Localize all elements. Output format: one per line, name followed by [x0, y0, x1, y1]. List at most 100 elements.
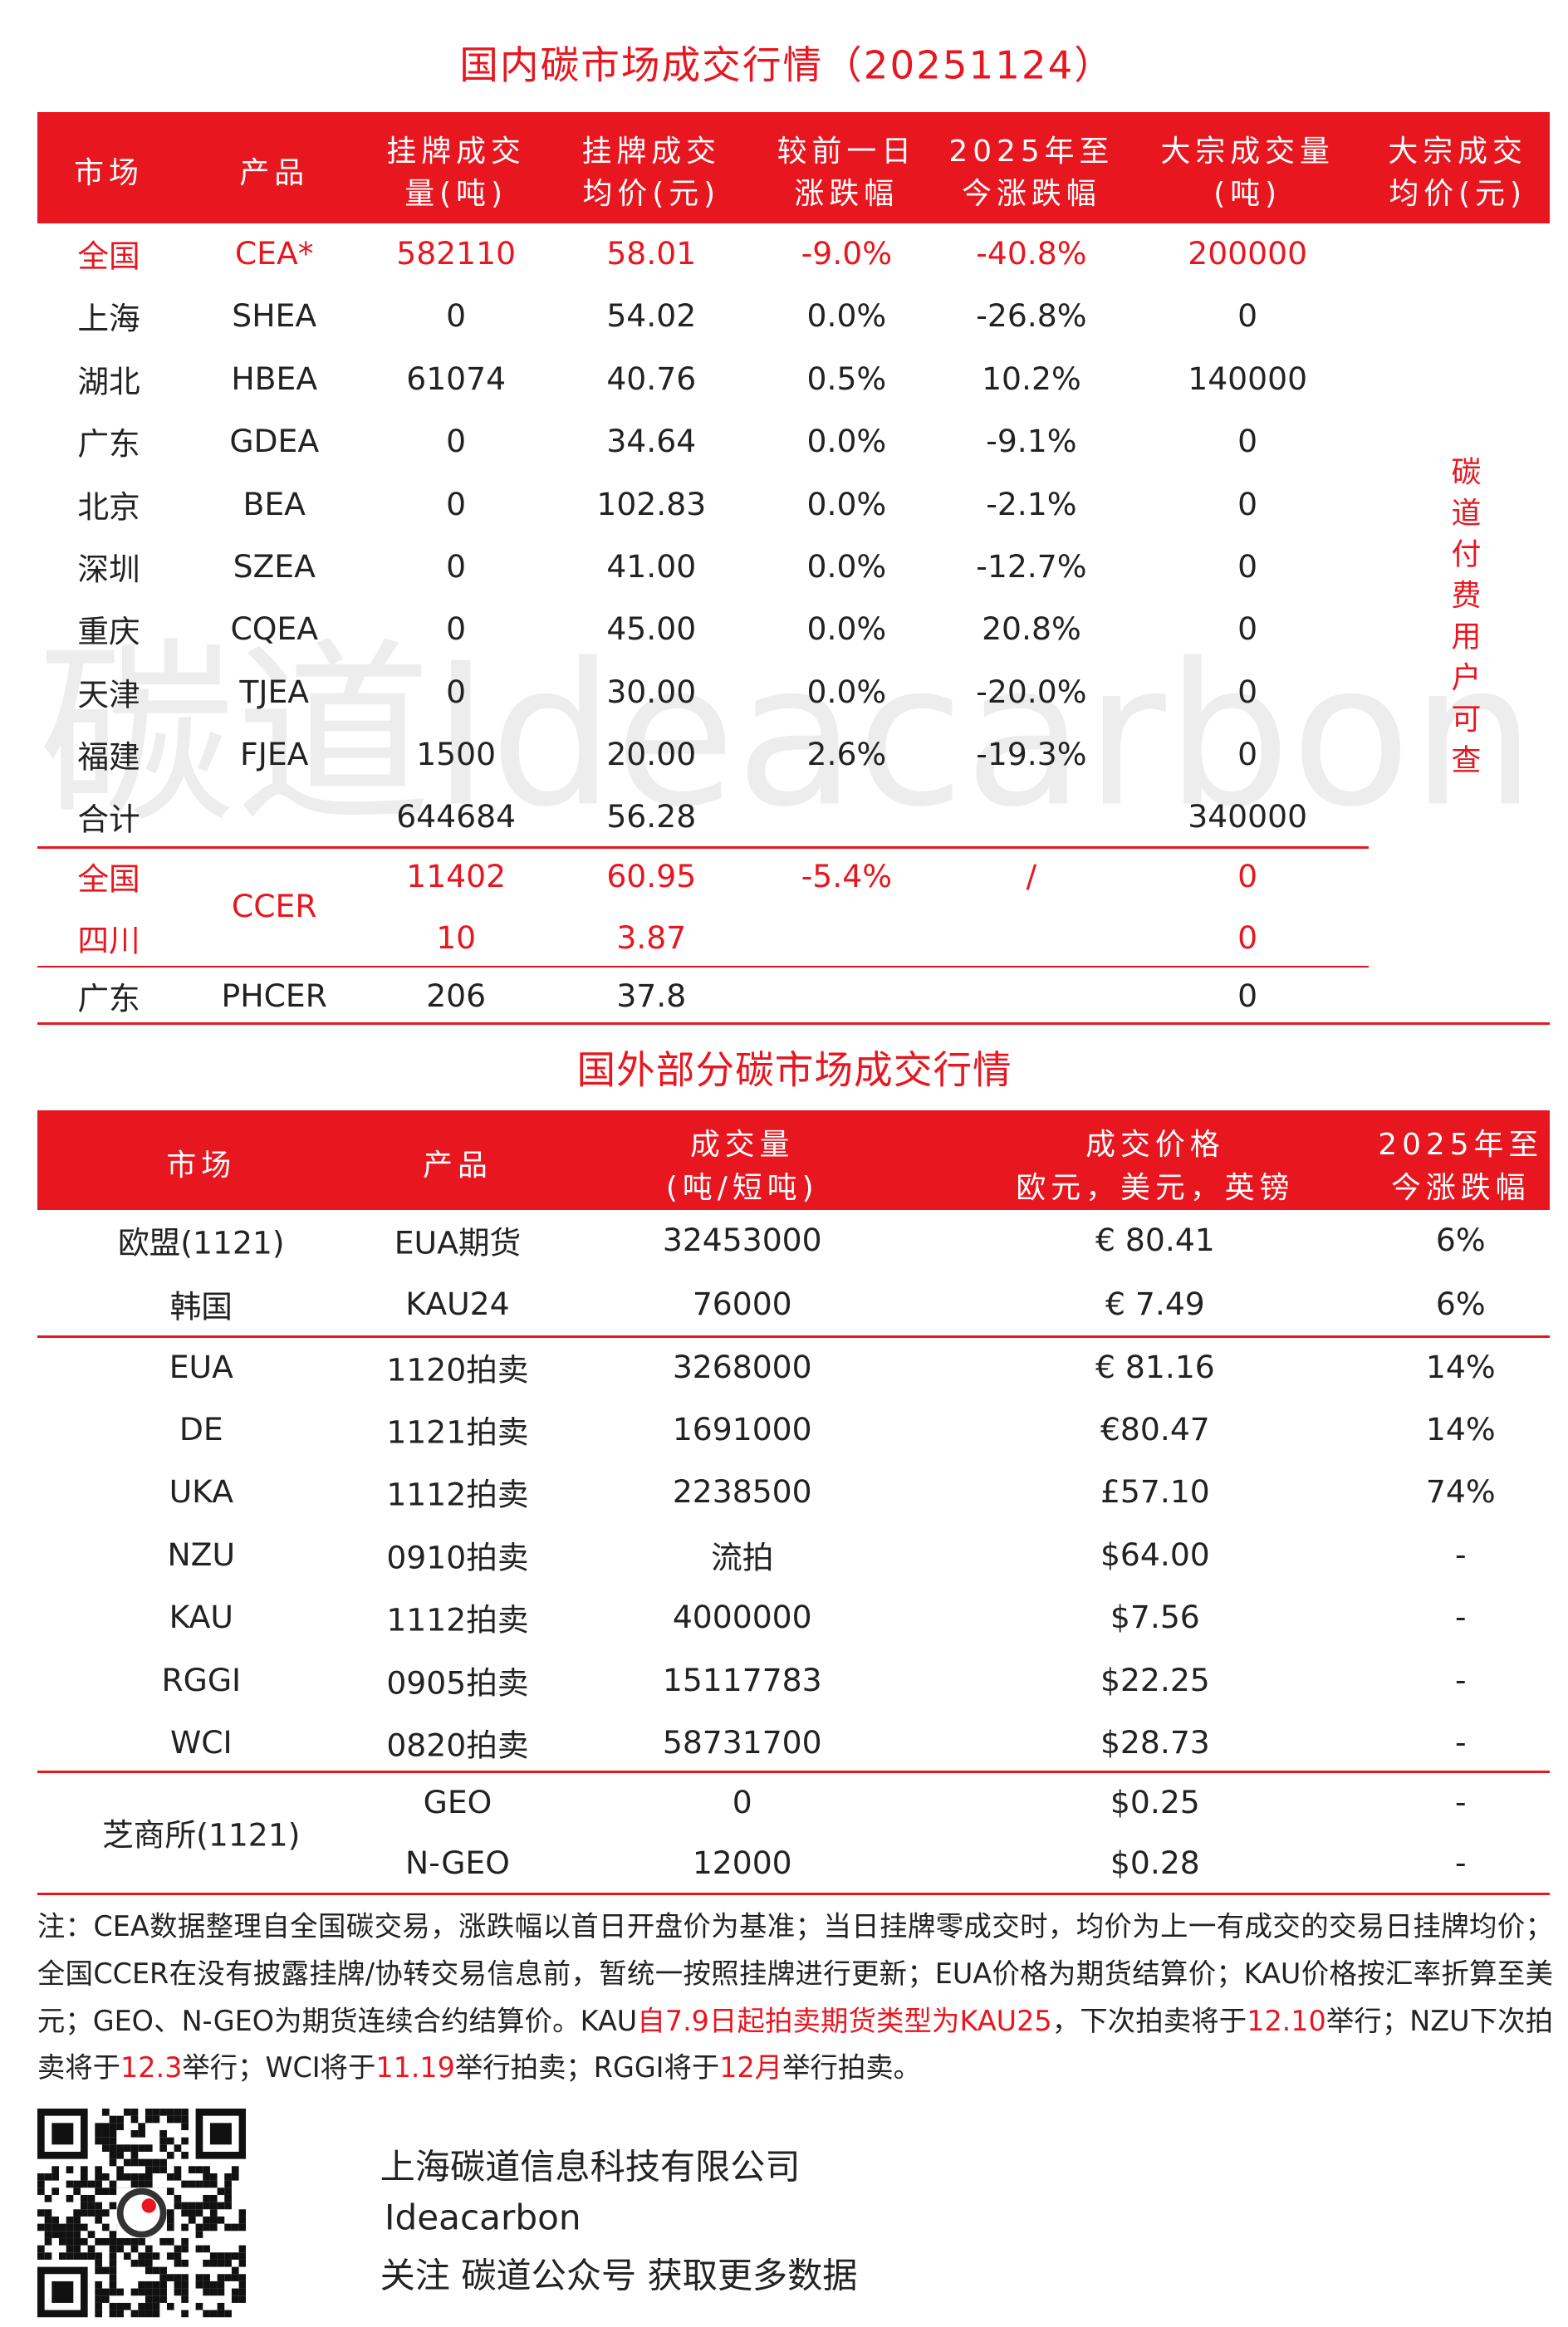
- table-cell: 15117783: [662, 1661, 822, 1698]
- table-cell: GEO: [423, 1783, 492, 1820]
- table-cell: KAU: [169, 1599, 233, 1636]
- table-cell: 0: [1237, 485, 1258, 522]
- table-cell: 全国: [77, 238, 140, 275]
- divider-line: [37, 965, 1369, 968]
- table-cell: 41.00: [606, 547, 697, 585]
- title: 国外部分碳市场成交行情: [576, 1048, 1012, 1094]
- qr-code: [37, 2109, 247, 2318]
- table-cell: 102.83: [596, 485, 707, 522]
- table-cell: 0: [1237, 736, 1258, 773]
- header-cell: 欧元，美元，英镑: [1016, 1170, 1295, 1205]
- table-cell: € 81.16: [1095, 1348, 1215, 1385]
- divider-line: [37, 846, 1369, 849]
- divider-line: [37, 1771, 1551, 1773]
- table-cell: 0: [446, 297, 467, 335]
- table-cell: 上海: [77, 300, 140, 337]
- table-cell: -: [1454, 1783, 1467, 1820]
- table-cell: 福建: [77, 738, 140, 776]
- table-cell: 340000: [1188, 798, 1308, 835]
- table-cell: 重庆: [77, 613, 140, 650]
- table-cell: DE: [179, 1411, 223, 1448]
- table-cell: 0: [1237, 610, 1258, 648]
- note-segment: 举行；WCI将于: [182, 2051, 376, 2085]
- table-cell: $7.56: [1110, 1599, 1200, 1636]
- divider-line: [37, 1022, 1551, 1025]
- table-cell: 58731700: [662, 1723, 822, 1761]
- table-cell: 0.0%: [806, 673, 887, 710]
- table-cell: 0: [1237, 547, 1258, 585]
- table-cell: WCI: [169, 1723, 233, 1761]
- table-cell: 0.0%: [806, 423, 887, 460]
- watermark: 碳道Ideacarbon: [38, 620, 1536, 850]
- table-cell: 0: [1237, 977, 1258, 1014]
- table-cell: 20.8%: [982, 610, 1081, 648]
- table-cell: KAU24: [405, 1286, 510, 1323]
- table-cell: 广东: [77, 425, 140, 463]
- table-cell: 0905拍卖: [386, 1664, 529, 1702]
- table-cell: CCER: [231, 888, 317, 925]
- table-cell: -: [1454, 1536, 1467, 1573]
- table-cell: 76000: [692, 1286, 792, 1323]
- side-note: 碳道付费用户可查: [1446, 456, 1481, 786]
- table-cell: 644684: [396, 798, 517, 835]
- table-cell: -19.3%: [976, 736, 1087, 773]
- header-cell: 今涨跌幅: [962, 176, 1101, 211]
- table-cell: £57.10: [1100, 1473, 1210, 1511]
- table-cell: 0: [1237, 423, 1258, 460]
- table-cell: -26.8%: [976, 297, 1087, 335]
- header-cell: 挂牌成交: [581, 135, 722, 169]
- table-cell: 韩国: [169, 1288, 233, 1325]
- table-cell: PHCER: [221, 977, 327, 1014]
- table-cell: 10.2%: [982, 360, 1081, 397]
- table-cell: 合计: [77, 801, 140, 838]
- table-cell: 140000: [1188, 360, 1308, 397]
- header-cell: 市场: [74, 155, 144, 190]
- table-cell: 0: [446, 485, 467, 522]
- header-cell: 产品: [239, 155, 310, 190]
- table-cell: -2.1%: [986, 485, 1077, 522]
- note-segment: 自7.9日起拍卖期货类型为KAU25: [637, 2004, 1052, 2037]
- table-cell: 1500: [416, 736, 497, 773]
- table-cell: 0910拍卖: [386, 1539, 529, 1576]
- table-cell: $0.28: [1110, 1844, 1200, 1882]
- note-segment: 注：CEA数据整理自全国碳交易，涨跌幅以首日开盘价为基准；当日挂牌零成交时，均价…: [37, 1909, 1554, 2037]
- table-cell: HBEA: [231, 360, 318, 397]
- table-cell: 45.00: [606, 610, 697, 648]
- table-cell: 1691000: [672, 1411, 812, 1448]
- table-cell: 0.5%: [806, 360, 887, 397]
- table-cell: NZU: [167, 1536, 236, 1573]
- table-cell: 1121拍卖: [386, 1413, 529, 1451]
- divider-line: [37, 1893, 1551, 1895]
- table-cell: 32453000: [662, 1222, 822, 1259]
- table-cell: CEA*: [234, 235, 314, 272]
- table-cell: 深圳: [77, 551, 140, 588]
- table-cell: 0820拍卖: [386, 1727, 529, 1764]
- table-cell: 湖北: [77, 363, 140, 400]
- table-cell: 北京: [77, 488, 140, 526]
- table-cell: SZEA: [233, 547, 316, 585]
- table-cell: 2238500: [672, 1473, 812, 1511]
- header-cell: 2025年至: [1378, 1127, 1544, 1162]
- table-cell: 14%: [1425, 1348, 1496, 1385]
- table-cell: 0: [1237, 673, 1258, 710]
- note-segment: ，下次拍卖将于: [1051, 2004, 1247, 2037]
- table-cell: € 7.49: [1105, 1286, 1205, 1323]
- table-cell: 61074: [406, 360, 507, 397]
- table-cell: 广东: [77, 980, 140, 1017]
- table-cell: 0.0%: [806, 297, 887, 335]
- table-cell: UKA: [169, 1473, 233, 1511]
- table-cell: 3268000: [672, 1348, 812, 1385]
- table-cell: 60.95: [606, 858, 697, 895]
- table-cell: 0: [446, 673, 467, 710]
- header-cell: 大宗成交: [1388, 135, 1527, 169]
- table-cell: 14%: [1425, 1411, 1496, 1448]
- table-cell: 206: [426, 977, 487, 1014]
- table-cell: 0.0%: [806, 485, 887, 522]
- table-cell: 0: [1237, 297, 1258, 335]
- table-cell: 200000: [1188, 235, 1308, 272]
- table-cell: 0.0%: [806, 547, 887, 585]
- table-cell: 天津: [77, 676, 140, 713]
- table-cell: 2.6%: [806, 736, 887, 773]
- table-cell: /: [1026, 858, 1037, 895]
- table-cell: TJEA: [239, 673, 310, 710]
